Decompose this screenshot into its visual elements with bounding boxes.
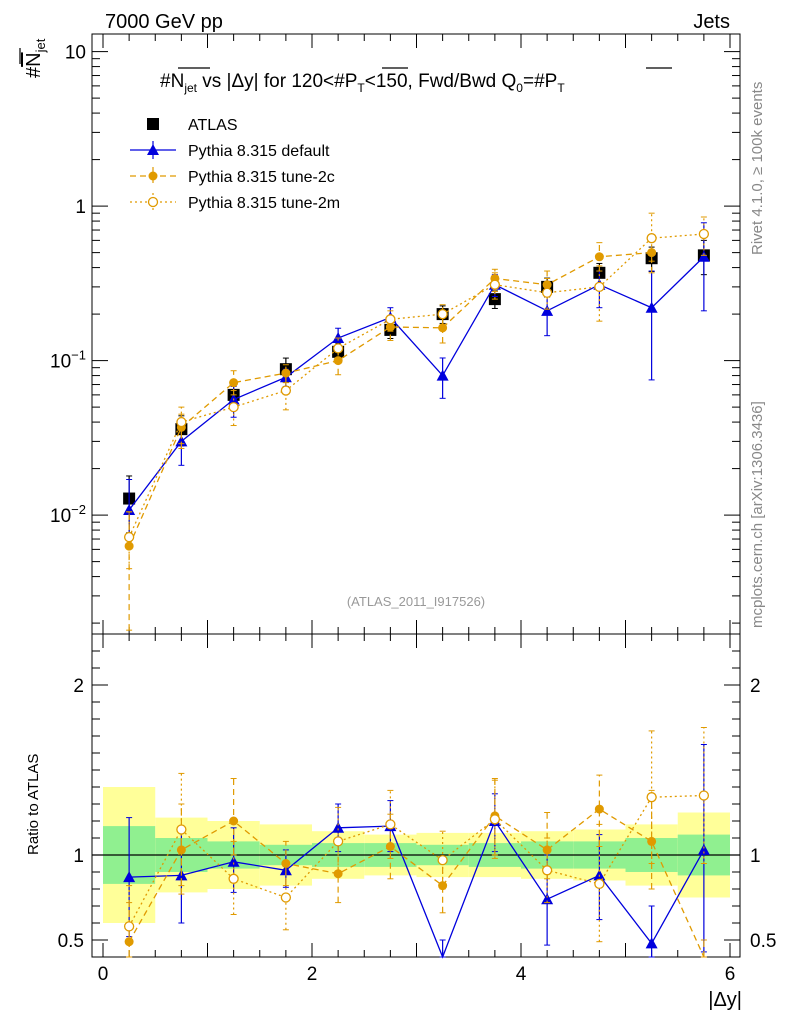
main-axes: 10−2 10−1 1 10	[50, 34, 740, 634]
y-axis-label-main: #Njet	[19, 38, 48, 78]
data-point-tune2c	[229, 378, 239, 388]
ratio-point-tune2c	[647, 836, 657, 846]
x-tick-label: 4	[516, 964, 527, 985]
data-point-default	[645, 301, 658, 313]
data-point-tune2m	[594, 281, 605, 293]
data-point-tune2m	[176, 416, 187, 428]
ratio-point-default	[697, 843, 710, 855]
legend-marker-tune2c	[148, 171, 158, 181]
y-tick-label-ratio-right: 1	[750, 846, 761, 867]
side-text-mcplots: mcplots.cern.ch [arXiv:1306.3436]	[749, 401, 766, 628]
x-tick-label: 6	[725, 964, 736, 985]
legend: ATLAS Pythia 8.315 default Pythia 8.315 tu…	[130, 117, 340, 212]
x-tick-label: 2	[307, 964, 318, 985]
series-line-tune2m	[128, 233, 704, 538]
ratio-point-default	[332, 821, 345, 833]
data-point-tune2m	[123, 531, 135, 543]
ratio-axes: 0 2 4 6 0.5 0.5 1 1 2 2	[58, 633, 776, 985]
ratio-point-tune2m	[541, 865, 553, 876]
legend-marker-default	[147, 144, 159, 155]
data-point-tune2m	[698, 228, 710, 240]
series-line-default	[128, 256, 705, 511]
y-tick-label-main: 10	[65, 43, 86, 64]
side-text-rivet: Rivet 4.1.0, ≥ 100k events	[749, 82, 766, 255]
legend-label-default: Pythia 8.315 default	[188, 143, 330, 160]
data-point-tune2m	[541, 287, 553, 298]
ratio-point-tune2m	[489, 814, 501, 825]
ratio-point-tune2m	[646, 792, 657, 803]
x-tick-label: 0	[98, 964, 109, 985]
svg-text:#Njet vs |Δy| for 120<#PT<150,: #Njet vs |Δy| for 120<#PT<150, Fwd/Bwd Q…	[160, 71, 565, 95]
y-tick-label-main: 10−2	[50, 502, 86, 527]
header-left: 7000 GeV pp	[105, 11, 223, 33]
y-tick-label-ratio-right: 0.5	[750, 931, 776, 952]
ratio-point-default	[541, 893, 554, 905]
y-tick-label-ratio: 0.5	[58, 931, 84, 952]
ratio-point-tune2m	[280, 892, 292, 903]
data-point-default	[541, 304, 554, 316]
data-point-tune2c	[647, 248, 657, 258]
header-right: Jets	[693, 11, 730, 33]
ratio-point-tune2m	[332, 836, 344, 847]
ratio-point-tune2c	[594, 804, 604, 814]
y-tick-label-ratio: 2	[73, 676, 84, 697]
data-point-tune2c	[385, 322, 395, 332]
legend-label-tune2c: Pythia 8.315 tune-2c	[188, 169, 335, 186]
y-tick-label-main: 10−1	[50, 348, 86, 373]
data-point-tune2m	[385, 314, 396, 325]
data-point-tune2c	[124, 541, 134, 551]
ratio-frame	[91, 633, 741, 958]
y-tick-label-ratio: 1	[73, 846, 84, 867]
ratio-point-tune2m	[698, 790, 710, 801]
ratio-point-tune2c	[229, 816, 239, 826]
data-point-tune2c	[542, 280, 552, 290]
main-marks	[123, 212, 710, 631]
ratio-point-default	[645, 937, 658, 949]
ratio-point-default	[227, 855, 240, 867]
ratio-point-tune2m	[594, 878, 605, 890]
data-point-tune2c	[281, 368, 291, 378]
legend-label-tune2m: Pythia 8.315 tune-2m	[188, 195, 340, 212]
ratio-point-tune2m	[123, 921, 135, 932]
data-point-tune2m	[437, 308, 448, 320]
data-point-default	[697, 250, 710, 262]
data-point-tune2m	[489, 279, 501, 290]
data-point-tune2c	[594, 252, 604, 262]
legend-label-atlas: ATLAS	[188, 117, 238, 134]
ratio-line-default	[129, 819, 705, 959]
chart-title: #Njet vs |Δy| for 120<#PT<150, Fwd/Bwd Q…	[160, 67, 672, 95]
data-point-tune2m	[280, 385, 292, 396]
x-axis-label: |Δy|	[708, 989, 742, 1011]
ratio-point-tune2m	[385, 819, 396, 830]
data-point-tune2m	[228, 401, 239, 413]
data-point-tune2m	[332, 343, 344, 354]
legend-marker-tune2m	[147, 196, 159, 208]
ratio-point-tune2m	[437, 854, 448, 866]
ratio-point-default	[123, 871, 136, 883]
ratio-line-tune2m	[128, 794, 704, 927]
svg-text:#Njet: #Njet	[23, 38, 48, 78]
ratio-point-tune2m	[176, 824, 187, 835]
data-point-tune2m	[646, 233, 657, 244]
legend-marker-atlas	[147, 118, 159, 130]
ratio-point-tune2c	[542, 845, 552, 855]
analysis-watermark: (ATLAS_2011_I917526)	[347, 594, 485, 609]
data-point-default	[436, 369, 449, 381]
y-axis-label-ratio: Ratio to ATLAS	[25, 754, 42, 855]
ratio-marks	[123, 727, 710, 959]
y-tick-label-main: 1	[75, 197, 86, 218]
series-line-tune2c	[128, 251, 652, 547]
ratio-point-tune2m	[228, 873, 239, 884]
y-tick-label-ratio-right: 2	[750, 676, 761, 697]
ratio-point-tune2c	[438, 881, 448, 891]
ratio-line-tune2c	[128, 808, 705, 958]
